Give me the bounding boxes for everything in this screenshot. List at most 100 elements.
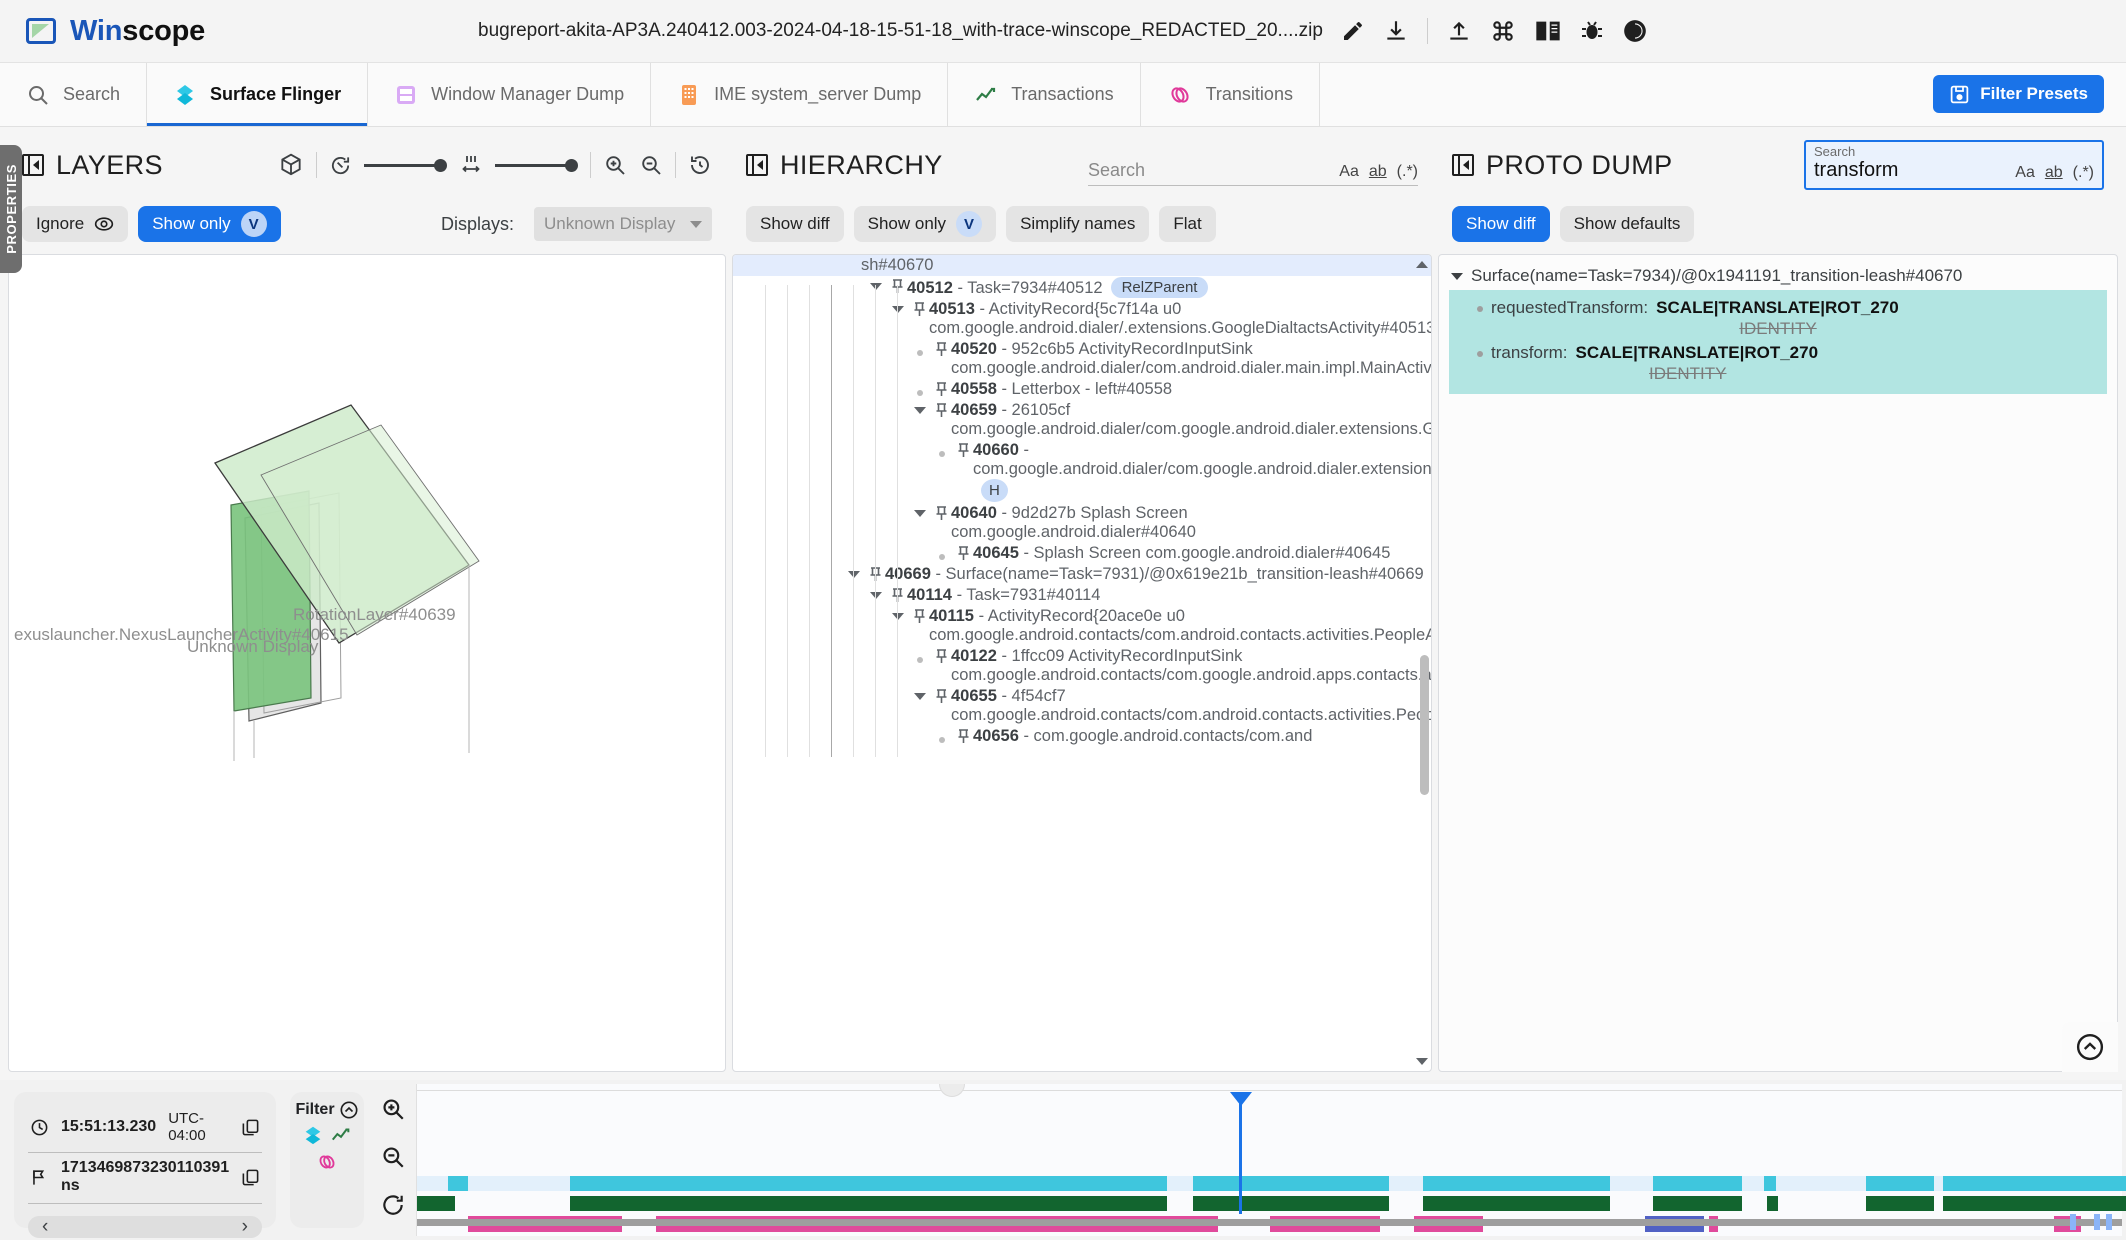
timeline-segment[interactable] [1866,1176,1935,1191]
proto-show-defaults-chip[interactable]: Show defaults [1559,206,1695,242]
timeline-segment[interactable] [1192,1196,1389,1211]
tree-row[interactable]: 40669 - Surface(name=Task=7931)/@0x619e2… [733,564,1431,585]
pin-icon[interactable] [931,401,951,419]
show-only-chip[interactable]: Show only V [138,206,281,242]
hierarchy-flat-chip[interactable]: Flat [1159,206,1216,242]
timeline-resize-handle[interactable] [938,1084,965,1097]
timeline-segment[interactable] [1422,1176,1611,1191]
display-select[interactable]: Unknown Display [534,207,712,241]
spacing-slider[interactable] [495,158,578,172]
reset-view-icon[interactable] [688,153,712,177]
timeline-playhead[interactable] [1229,1092,1252,1214]
tab-ime-system-server-dump[interactable]: IME system_server Dump [651,63,949,126]
timeline-segment[interactable] [447,1176,469,1191]
tree-scrollbar[interactable] [1420,655,1429,795]
tree-row[interactable]: 40114 - Task=7931#40114 [733,585,1431,606]
tree-row[interactable]: 40115 - ActivityRecord{20ace0e u0 com.go… [733,606,1431,646]
tab-transitions[interactable]: Transitions [1141,63,1320,126]
chevron-up-circle-icon[interactable] [339,1100,359,1120]
tree-row[interactable]: 40660 - com.google.android.dialer/com.go… [733,440,1431,503]
pin-icon[interactable] [909,607,929,625]
proto-show-diff-chip[interactable]: Show diff [1452,206,1550,242]
copy-time-icon[interactable] [241,1118,260,1137]
timeline-segment[interactable] [1192,1176,1389,1191]
pin-icon[interactable] [887,277,907,295]
tree-row[interactable]: 40520 - 952c6b5 ActivityRecordInputSink … [733,339,1431,379]
timeline-segment[interactable] [1767,1196,1778,1211]
pin-icon[interactable] [953,441,973,459]
download-icon[interactable] [1383,18,1409,44]
documentation-icon[interactable] [1534,18,1562,44]
edit-icon[interactable] [1341,19,1365,43]
upload-icon[interactable] [1446,18,1472,44]
zoom-out-icon[interactable] [380,1144,406,1170]
properties-side-tab[interactable]: PROPERTIES [0,145,22,273]
expand-collapse-icon[interactable] [843,565,865,578]
prev-entry-button[interactable]: ‹ [42,1216,49,1237]
leaf-dot-icon[interactable] [931,441,953,457]
leaf-dot-icon[interactable] [931,544,953,560]
timeline-segment[interactable] [1866,1196,1935,1211]
hierarchy-tree-container[interactable]: sh#40670 40512 - Task=7934#40512 RelZPare… [732,254,1432,1072]
leaf-dot-icon[interactable] [931,727,953,743]
leaf-dot-icon[interactable] [909,380,931,396]
filter-transitions-icon[interactable] [315,1150,339,1174]
collapse-panel-icon[interactable] [22,154,44,176]
hierarchy-show-diff-chip[interactable]: Show diff [746,206,844,242]
collapse-panel-icon[interactable] [746,154,768,176]
timeline-segment[interactable] [417,1196,455,1211]
tree-row[interactable]: 40512 - Task=7934#40512 RelZParent [733,276,1431,299]
timeline-segment[interactable] [1422,1196,1611,1211]
tree-row[interactable]: 40558 - Letterbox - left#40558 [733,379,1431,400]
tree-row[interactable]: 40122 - 1ffcc09 ActivityRecordInputSink … [733,646,1431,686]
proto-entry[interactable]: transform: SCALE|TRANSLATE|ROT_270 IDENT… [1449,341,2107,386]
expand-collapse-icon[interactable] [909,504,931,517]
expand-timeline-button[interactable] [2062,1022,2118,1072]
timeline-scrollbar[interactable] [417,1219,2122,1226]
hierarchy-simplify-names-chip[interactable]: Simplify names [1006,206,1150,242]
collapse-panel-icon[interactable] [1452,154,1474,176]
pin-icon[interactable] [931,380,951,398]
timeline-segment[interactable] [1763,1176,1776,1191]
bug-report-icon[interactable] [1580,18,1604,44]
timeline-segment[interactable] [1653,1176,1742,1191]
tree-row[interactable]: 40513 - ActivityRecord{5c7f14a u0 com.go… [733,299,1431,339]
filter-title-row[interactable]: Filter [295,1100,358,1120]
filter-presets-button[interactable]: Filter Presets [1933,75,2104,113]
tree-row[interactable]: 40640 - 9d2d27b Splash Screen com.google… [733,503,1431,543]
proto-root-row[interactable]: Surface(name=Task=7934)/@0x1941191_trans… [1449,263,2107,290]
timeline-segment[interactable] [570,1176,1168,1191]
tab-search[interactable]: Search [0,63,148,126]
tree-row[interactable]: 40659 - 26105cf com.google.android.diale… [733,400,1431,440]
zoom-in-icon[interactable] [603,153,627,177]
scroll-down-arrow-icon[interactable] [1416,1058,1428,1065]
expand-collapse-icon[interactable] [865,277,887,290]
leaf-dot-icon[interactable] [909,647,931,663]
expand-collapse-icon[interactable] [887,607,909,620]
tab-transactions[interactable]: Transactions [948,63,1141,126]
zoom-in-icon[interactable] [380,1096,406,1122]
timeline-track[interactable] [417,1196,2126,1211]
scroll-up-arrow-icon[interactable] [1416,261,1428,268]
hierarchy-search-input[interactable]: Search Aa ab (.*) [1088,144,1418,186]
timeline[interactable] [416,1084,2126,1236]
match-case-icon[interactable]: Aa [2015,164,2035,181]
timeline-segment[interactable] [2087,1196,2126,1211]
shortcuts-icon[interactable] [1490,18,1516,44]
whole-word-icon[interactable]: ab [1368,163,1387,180]
timeline-segment[interactable] [2062,1196,2076,1211]
regex-icon[interactable]: (.*) [2072,164,2094,181]
regex-icon[interactable]: (.*) [1396,163,1418,180]
pin-icon[interactable] [931,504,951,522]
dark-mode-icon[interactable] [1622,18,1648,44]
timeline-segment[interactable] [1942,1176,2126,1191]
proto-search-input[interactable]: Search transform Aa ab (.*) [1804,140,2104,190]
timeline-segment[interactable] [570,1196,1168,1211]
layers-3d-canvas[interactable]: RotationLayer#40639 exuslauncher.NexusLa… [9,255,725,1071]
pin-icon[interactable] [931,647,951,665]
proto-entry[interactable]: requestedTransform: SCALE|TRANSLATE|ROT_… [1449,296,2107,341]
whole-word-icon[interactable]: ab [2044,164,2063,181]
timeline-segment[interactable] [1653,1196,1742,1211]
tree-row[interactable]: 40645 - Splash Screen com.google.android… [733,543,1431,564]
next-entry-button[interactable]: › [241,1216,248,1237]
